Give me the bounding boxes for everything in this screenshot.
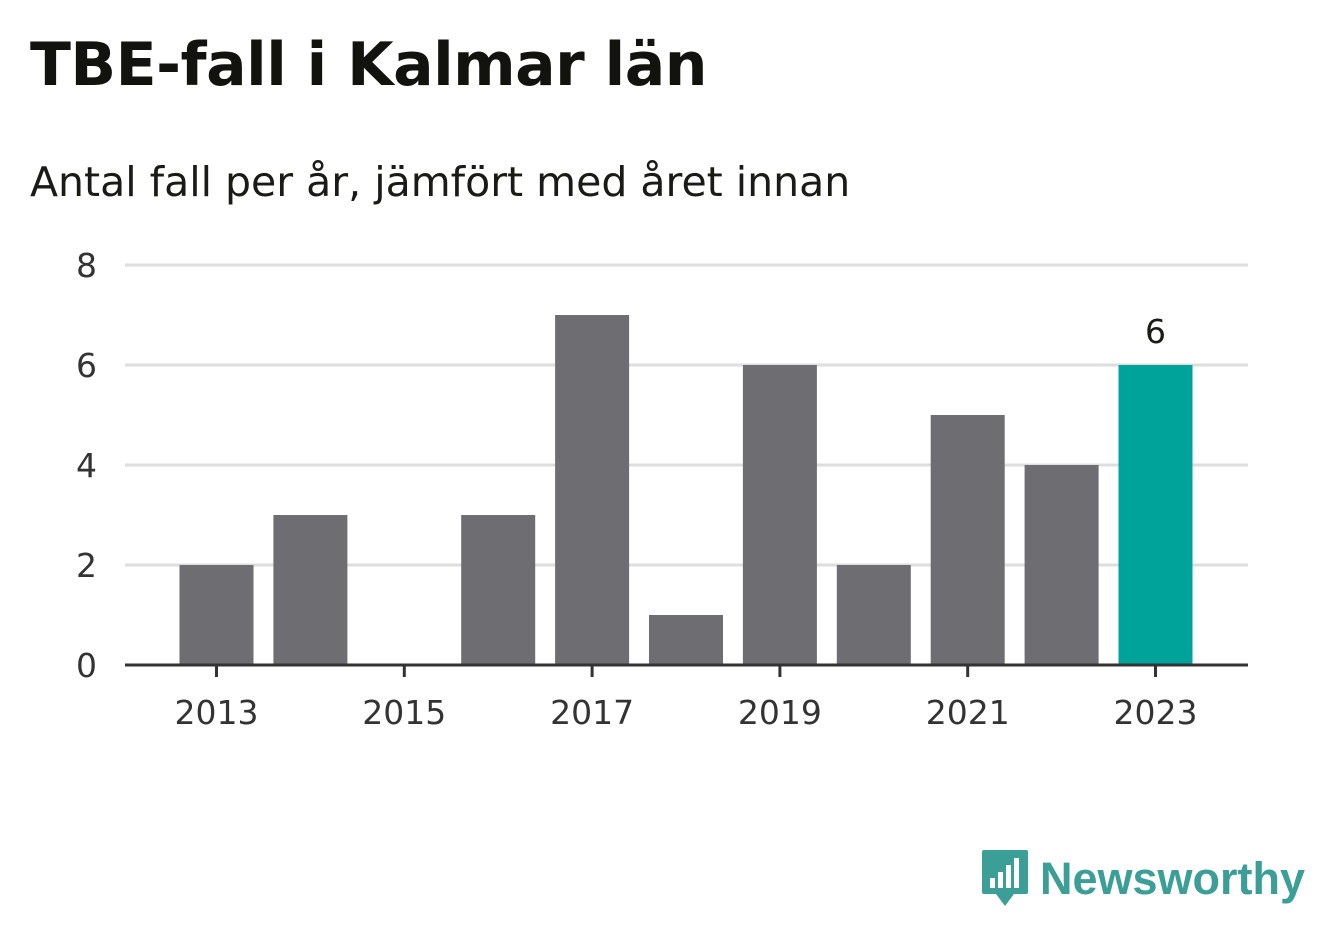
x-tick-label: 2017 xyxy=(550,693,634,732)
bar-2017 xyxy=(555,315,630,665)
bar-2022 xyxy=(1024,465,1099,665)
data-label-2023: 6 xyxy=(1145,312,1166,351)
newsworthy-logo-icon xyxy=(982,850,1028,906)
x-tick-label: 2021 xyxy=(926,693,1010,732)
bars xyxy=(179,315,1193,665)
y-tick-label: 8 xyxy=(76,246,97,285)
data-labels: 6 xyxy=(1145,312,1166,351)
brand-name: Newsworthy xyxy=(1040,853,1306,904)
bar-2018 xyxy=(649,615,723,665)
chart-title: TBE-fall i Kalmar län xyxy=(30,30,707,100)
bar-2021 xyxy=(930,415,1005,665)
y-tick-label: 0 xyxy=(76,646,97,685)
x-tick-label: 2019 xyxy=(738,693,822,732)
newsworthy-logo: Newsworthy xyxy=(980,848,1305,910)
bar-2016 xyxy=(461,515,536,665)
y-tick-label: 6 xyxy=(76,346,97,385)
x-tick-label: 2015 xyxy=(362,693,446,732)
bar-2013 xyxy=(179,565,254,665)
bar-chart: 0 2 4 6 8 2013 2015 2017 2019 2021 2023 6 xyxy=(76,246,1248,732)
bar-2014 xyxy=(273,515,348,665)
x-tick-label: 2023 xyxy=(1114,693,1198,732)
x-tick-label: 2013 xyxy=(175,693,259,732)
chart-subtitle: Antal fall per år, jämfört med året inna… xyxy=(30,158,851,206)
y-axis-ticks: 0 2 4 6 8 xyxy=(76,246,97,685)
bar-2023 xyxy=(1118,365,1193,665)
y-tick-label: 2 xyxy=(76,546,97,585)
bar-2020 xyxy=(836,565,911,665)
y-tick-label: 4 xyxy=(76,446,97,485)
x-axis-ticks: 2013 2015 2017 2019 2021 2023 xyxy=(175,665,1198,732)
bar-2019 xyxy=(742,365,817,665)
